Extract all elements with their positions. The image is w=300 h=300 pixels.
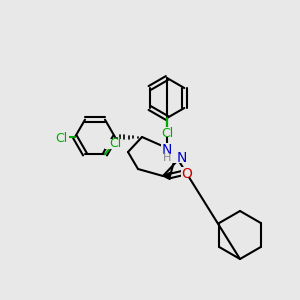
- Bar: [161, 143, 173, 153]
- Bar: [162, 153, 182, 163]
- Text: N: N: [162, 142, 172, 157]
- Text: N: N: [177, 152, 188, 166]
- Bar: [181, 167, 193, 177]
- Text: O: O: [182, 167, 192, 181]
- Bar: [105, 139, 121, 149]
- Text: Cl: Cl: [55, 132, 67, 145]
- Bar: [159, 127, 175, 137]
- Text: Cl: Cl: [161, 127, 173, 140]
- Text: Cl: Cl: [109, 137, 121, 150]
- Text: H: H: [163, 153, 171, 163]
- Polygon shape: [163, 172, 170, 179]
- Bar: [53, 132, 69, 142]
